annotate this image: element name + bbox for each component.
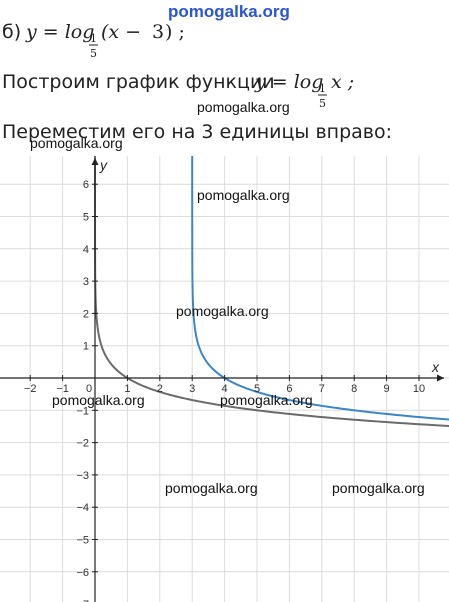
x-tick-label: 3 bbox=[189, 383, 195, 395]
formula-sub: 1 bbox=[319, 82, 326, 95]
y-tick-label: 2 bbox=[83, 308, 89, 320]
watermark: pomogalka.org bbox=[197, 99, 290, 115]
watermark: pomogalka.org bbox=[168, 2, 290, 21]
x-tick-label: 5 bbox=[254, 383, 260, 395]
axis-label: x bbox=[431, 359, 440, 375]
text-line: Построим график функции bbox=[2, 71, 275, 93]
y-tick-label: −2 bbox=[76, 438, 89, 450]
y-tick-label: 6 bbox=[83, 179, 89, 191]
formula: (x − bbox=[101, 21, 141, 43]
item-label: б) bbox=[2, 21, 21, 43]
formula-sub: 1 bbox=[90, 32, 97, 45]
curve-shifted bbox=[191, 156, 449, 421]
x-tick-label: 1 bbox=[124, 383, 130, 395]
formula: x ; bbox=[331, 71, 354, 93]
y-tick-label: −4 bbox=[76, 502, 89, 514]
x-tick-label: −1 bbox=[56, 383, 69, 395]
formula-sub: 5 bbox=[319, 97, 326, 110]
y-tick-label: 4 bbox=[83, 244, 89, 256]
y-tick-label: −7 bbox=[76, 599, 89, 602]
text-line: Переместим его на 3 единицы вправо: bbox=[2, 121, 392, 143]
y-tick-label: −3 bbox=[76, 470, 89, 482]
axis-label: y bbox=[99, 157, 108, 173]
x-tick-label: −2 bbox=[24, 383, 37, 395]
watermark: pomogalka.org bbox=[220, 392, 313, 408]
x-tick-label: 6 bbox=[286, 383, 292, 395]
x-tick-label: 2 bbox=[157, 383, 163, 395]
formula: y = log bbox=[25, 21, 94, 43]
watermark: pomogalka.org bbox=[165, 480, 258, 496]
formula: ) ; bbox=[165, 21, 185, 43]
x-tick-label: 10 bbox=[413, 383, 425, 395]
y-tick-label: 3 bbox=[83, 276, 89, 288]
x-tick-label: 9 bbox=[384, 383, 390, 395]
formula-sub: 5 bbox=[90, 47, 97, 60]
formula: y = log bbox=[254, 71, 323, 93]
watermark: pomogalka.org bbox=[52, 392, 145, 408]
watermark: pomogalka.org bbox=[30, 135, 123, 151]
x-tick-label: 0 bbox=[86, 383, 92, 395]
formula: 3 bbox=[152, 21, 164, 43]
y-tick-label: −1 bbox=[76, 405, 89, 417]
y-tick-label: −6 bbox=[76, 567, 89, 579]
x-tick-label: 8 bbox=[351, 383, 357, 395]
axes: x y −2 −1 0 1 2 3 4 5 6 7 8 9 10 6 5 4 3 2 1 −1 −2 −3 −4 −5 −6 −7 bbox=[0, 157, 444, 602]
watermark: pomogalka.org bbox=[197, 187, 290, 203]
y-tick-label: 1 bbox=[83, 341, 89, 353]
curve-original bbox=[94, 156, 449, 427]
y-arrow bbox=[91, 158, 99, 165]
y-tick-label: −5 bbox=[76, 535, 89, 547]
curves bbox=[94, 156, 449, 427]
x-arrow bbox=[437, 374, 444, 382]
x-tick-label: 7 bbox=[319, 383, 325, 395]
y-tick-label: 5 bbox=[83, 212, 89, 224]
watermark: pomogalka.org bbox=[332, 480, 425, 496]
x-tick-label: 4 bbox=[222, 383, 228, 395]
watermark: pomogalka.org bbox=[176, 303, 269, 319]
